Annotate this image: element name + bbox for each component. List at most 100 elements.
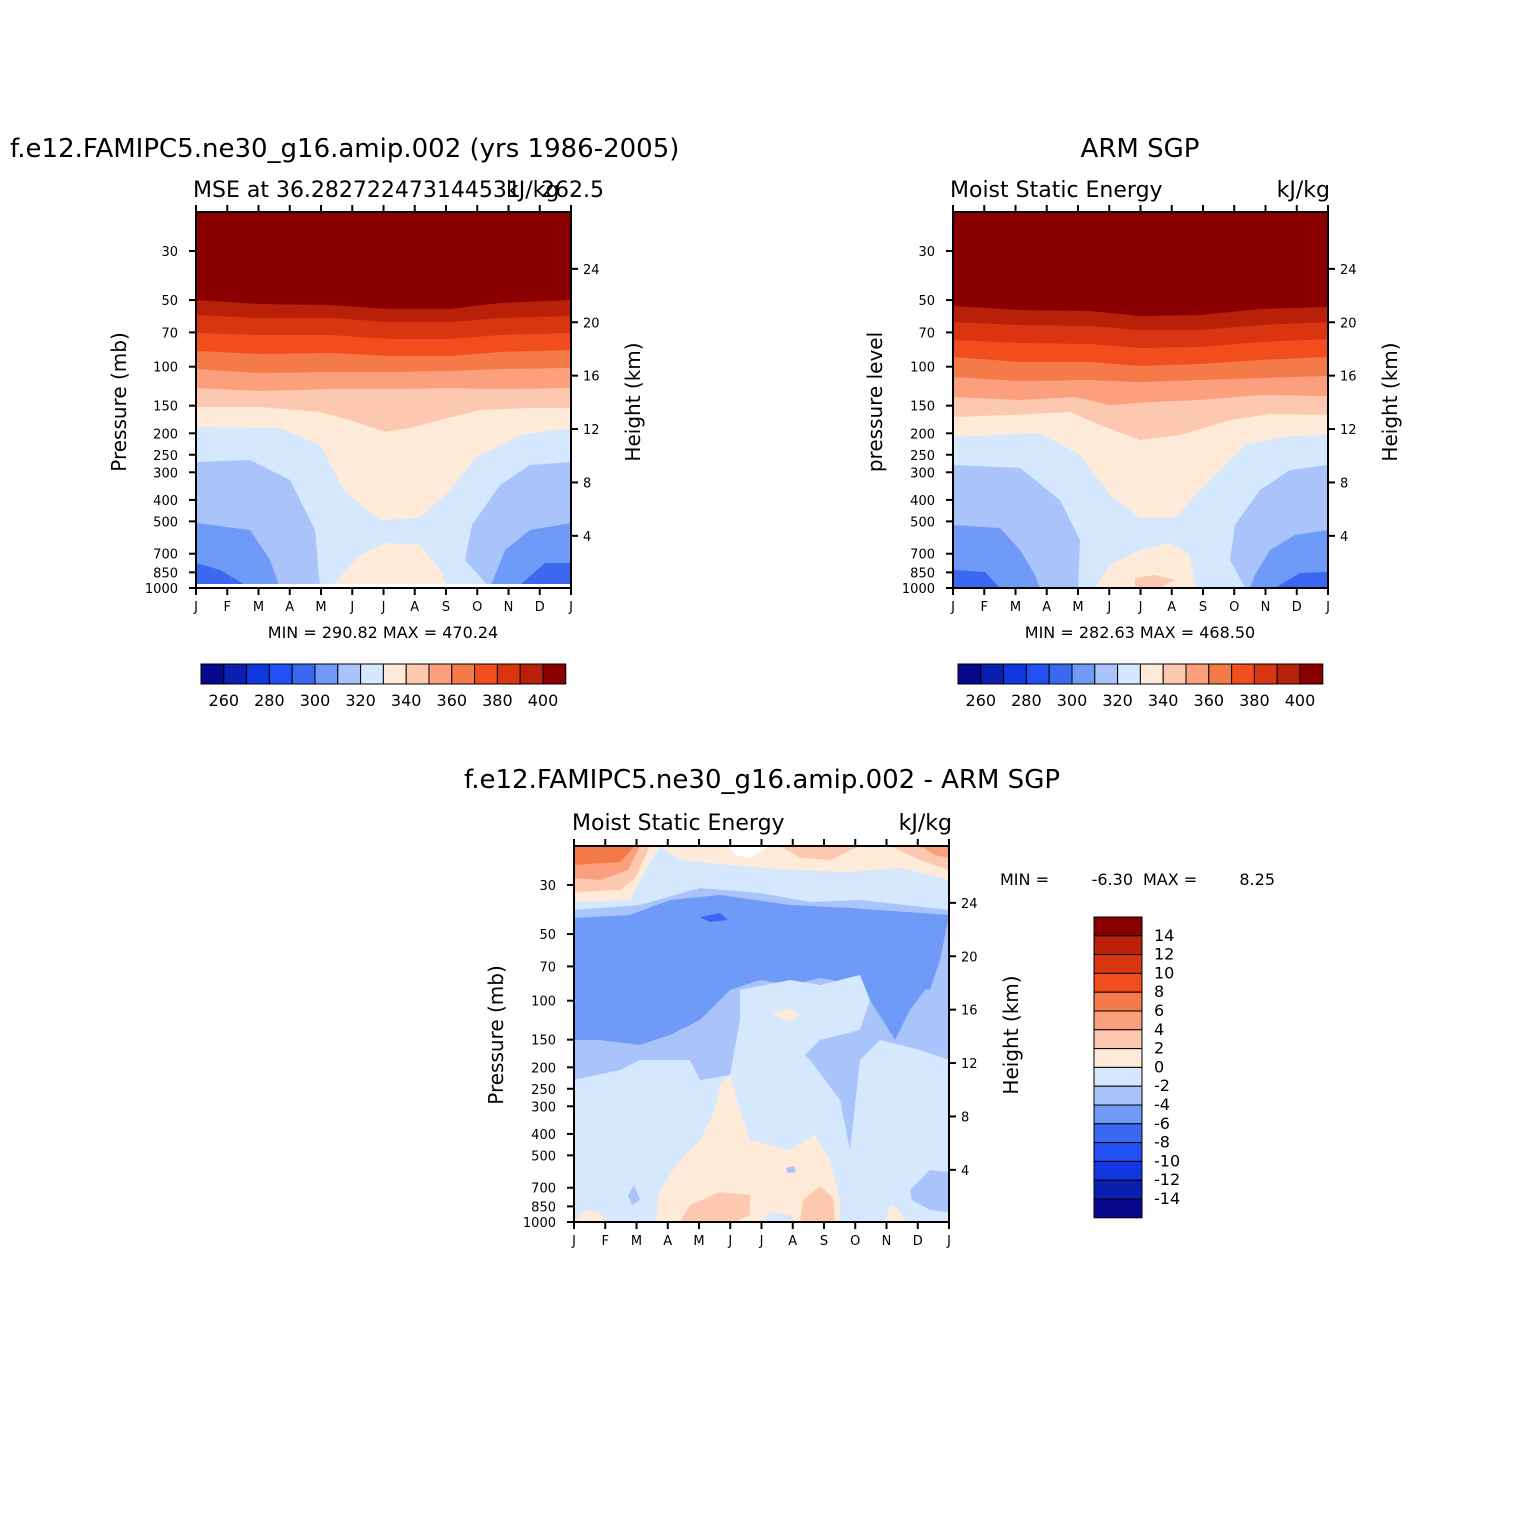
diff-subtitle-units: kJ/kg bbox=[899, 811, 952, 836]
colorbar-swatch bbox=[268, 663, 293, 685]
obs-band bbox=[1135, 575, 1175, 588]
obs-min-max: MIN = 282.63 MAX = 468.50 bbox=[1025, 623, 1255, 642]
x-tick-label: A bbox=[1042, 600, 1051, 615]
colorbar-swatch bbox=[1093, 991, 1143, 1012]
diff-band bbox=[680, 1192, 750, 1222]
colorbar-label: 0 bbox=[1154, 1057, 1164, 1076]
height-tick-label: 4 bbox=[1340, 530, 1348, 545]
obs-ylabel-right: Height (km) bbox=[1378, 342, 1402, 461]
colorbar-swatch bbox=[1093, 1179, 1143, 1200]
diff-axes: J F M A M J J A S O N D J 30 50 70 100 150 200 250 300 400 500… bbox=[523, 839, 978, 1249]
diff-band bbox=[655, 1075, 840, 1222]
colorbar-label: -4 bbox=[1154, 1095, 1170, 1114]
colorbar-swatch bbox=[1093, 1085, 1143, 1106]
x-tick-label: O bbox=[472, 600, 482, 615]
model-subtitle-overlap: 262.5 bbox=[541, 178, 604, 203]
model-colorbar: 260 280 300 320 340 360 380 400 bbox=[200, 663, 567, 710]
x-tick-label: J bbox=[571, 1234, 576, 1249]
y-tick-label: 100 bbox=[153, 361, 178, 376]
height-tick-label: 4 bbox=[961, 1164, 969, 1179]
x-tick-label: J bbox=[759, 1234, 764, 1249]
colorbar-swatch bbox=[223, 663, 248, 685]
x-tick-label: N bbox=[1261, 600, 1271, 615]
y-tick-label: 400 bbox=[910, 494, 935, 509]
colorbar-label: 340 bbox=[391, 691, 422, 710]
x-tick-label: M bbox=[693, 1234, 704, 1249]
colorbar-swatch bbox=[1093, 1160, 1143, 1181]
diff-max-value: 8.25 bbox=[1239, 870, 1275, 889]
colorbar-swatch bbox=[496, 663, 521, 685]
colorbar-label: -10 bbox=[1154, 1151, 1180, 1170]
obs-band bbox=[1275, 572, 1328, 588]
x-tick-label: N bbox=[882, 1234, 892, 1249]
colorbar-label: 260 bbox=[209, 691, 240, 710]
x-tick-label: F bbox=[981, 600, 988, 615]
obs-axes: J F M A M J J A S O N D J 30 50 70 100 150 200 250 300 400 500… bbox=[902, 205, 1357, 615]
obs-contour-fill bbox=[953, 212, 1328, 588]
colorbar-swatch bbox=[1093, 1142, 1143, 1162]
x-tick-label: M bbox=[253, 600, 264, 615]
colorbar-swatch bbox=[1117, 663, 1141, 685]
colorbar-swatch bbox=[474, 663, 498, 685]
height-tick-label: 8 bbox=[1340, 476, 1348, 491]
colorbar-swatch bbox=[1071, 663, 1096, 685]
colorbar-swatch bbox=[980, 663, 1005, 685]
x-tick-label: F bbox=[602, 1234, 609, 1249]
obs-band bbox=[1095, 543, 1195, 588]
x-tick-label: A bbox=[663, 1234, 672, 1249]
height-tick-label: 24 bbox=[583, 263, 600, 278]
y-tick-label: 1000 bbox=[902, 582, 935, 597]
y-tick-label: 70 bbox=[539, 960, 556, 975]
y-tick-label: 150 bbox=[153, 400, 178, 415]
colorbar-swatch bbox=[1093, 1066, 1143, 1087]
model-band bbox=[520, 563, 571, 585]
x-tick-label: A bbox=[285, 600, 294, 615]
colorbar-swatch bbox=[1162, 663, 1187, 685]
x-tick-label: J bbox=[946, 1234, 951, 1249]
diff-band bbox=[628, 1185, 640, 1205]
y-tick-label: 700 bbox=[153, 548, 178, 563]
model-title: f.e12.FAMIPC5.ne30_g16.amip.002 (yrs 198… bbox=[10, 134, 679, 164]
y-tick-label: 150 bbox=[531, 1034, 556, 1049]
obs-subtitle-units: kJ/kg bbox=[1277, 178, 1330, 203]
colorbar-label: 6 bbox=[1154, 1001, 1164, 1020]
diff-band bbox=[772, 1008, 800, 1022]
diff-subtitle-left: Moist Static Energy bbox=[572, 811, 785, 836]
height-tick-label: 20 bbox=[1340, 316, 1357, 331]
y-tick-label: 700 bbox=[531, 1182, 556, 1197]
diff-contour-fill bbox=[574, 846, 949, 1222]
colorbar-swatch bbox=[1094, 663, 1119, 685]
y-tick-label: 50 bbox=[539, 928, 556, 943]
colorbar-swatch bbox=[1003, 663, 1027, 685]
colorbar-swatch bbox=[428, 663, 453, 685]
model-ylabel-right: Height (km) bbox=[621, 342, 645, 461]
y-tick-label: 250 bbox=[910, 449, 935, 464]
model-min-max: MIN = 290.82 MAX = 470.24 bbox=[268, 623, 498, 642]
colorbar-swatch bbox=[314, 663, 339, 685]
x-tick-label: S bbox=[442, 600, 450, 615]
y-tick-label: 500 bbox=[153, 515, 178, 530]
diff-band bbox=[780, 846, 860, 860]
diff-band bbox=[574, 846, 635, 865]
diff-min-value: -6.30 bbox=[1092, 870, 1133, 889]
x-tick-label: M bbox=[1010, 600, 1021, 615]
colorbar-label: -14 bbox=[1154, 1189, 1180, 1208]
colorbar-label: 280 bbox=[1011, 691, 1042, 710]
colorbar-label: 320 bbox=[345, 691, 376, 710]
x-tick-label: A bbox=[410, 600, 419, 615]
y-tick-label: 70 bbox=[161, 326, 178, 341]
x-tick-label: J bbox=[950, 600, 955, 615]
x-tick-label: S bbox=[1199, 600, 1207, 615]
x-tick-label: J bbox=[1106, 600, 1111, 615]
colorbar-swatch bbox=[1299, 663, 1324, 685]
colorbar-label: 280 bbox=[254, 691, 285, 710]
obs-title: ARM SGP bbox=[1081, 134, 1200, 164]
height-tick-label: 12 bbox=[961, 1057, 978, 1072]
colorbar-swatch bbox=[1253, 663, 1278, 685]
colorbar-label: 10 bbox=[1154, 963, 1174, 982]
y-tick-label: 850 bbox=[531, 1200, 556, 1215]
diff-band bbox=[650, 905, 940, 990]
y-tick-label: 250 bbox=[531, 1083, 556, 1098]
